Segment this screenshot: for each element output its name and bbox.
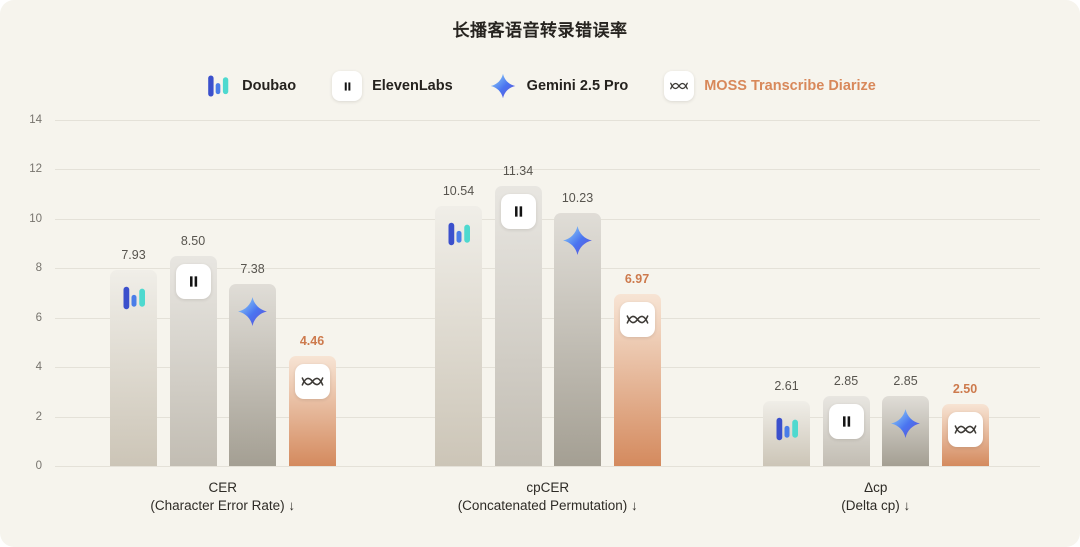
category-name: cpCER <box>526 480 570 495</box>
bar-value-elevenlabs-cpCER: 11.34 <box>502 163 534 178</box>
gridline-y-14 <box>55 120 1040 121</box>
y-tick-label-10: 10 <box>29 212 42 225</box>
gridline-y-10 <box>55 218 1040 220</box>
bar-gemini-cpCER <box>554 213 601 466</box>
category-label-cpCER: cpCER (Concatenated Permutation) ↓ <box>408 479 688 514</box>
legend-label-elevenlabs: ElevenLabs <box>372 78 453 94</box>
category-subtitle: (Character Error Rate) ↓ <box>150 497 296 513</box>
bar-value-moss-cpCER: 6.97 <box>624 271 650 286</box>
elevenlabs-pause-icon <box>495 193 542 229</box>
legend-item-gemini: Gemini 2.5 Pro <box>489 72 629 100</box>
elevenlabs-pause-icon <box>170 263 217 299</box>
bar-value-doubao-Δcp: 2.61 <box>774 379 799 394</box>
legend: Doubao ElevenLabs Gemini 2.5 Pro MOSS Tr… <box>0 68 1080 104</box>
y-tick-label-6: 6 <box>35 311 42 324</box>
bar-value-elevenlabs-CER: 8.50 <box>180 233 206 248</box>
gridline-y-2 <box>55 416 1040 418</box>
category-subtitle: (Delta cp) ↓ <box>841 497 911 513</box>
gridline-y-6 <box>55 317 1040 319</box>
category-name: Δcp <box>864 480 888 495</box>
bar-value-moss-Δcp: 2.50 <box>952 382 978 397</box>
doubao-bars-icon <box>763 414 810 444</box>
gemini-star-icon <box>882 407 929 440</box>
gridline-y-8 <box>55 268 1040 270</box>
gridline-y-12 <box>55 169 1040 171</box>
gridline-y-4 <box>55 367 1040 369</box>
category-label-Δcp: Δcp (Delta cp) ↓ <box>736 479 1016 514</box>
y-tick-label-8: 8 <box>35 262 42 275</box>
category-subtitle: (Concatenated Permutation) ↓ <box>457 497 638 513</box>
y-tick-label-2: 2 <box>35 410 42 423</box>
doubao-bars-icon <box>435 219 482 249</box>
y-tick-label-4: 4 <box>35 361 42 374</box>
elevenlabs-pause-icon <box>332 71 363 101</box>
legend-item-elevenlabs: ElevenLabs <box>332 71 453 101</box>
category-name: CER <box>208 480 237 495</box>
bar-value-doubao-cpCER: 10.54 <box>442 183 475 198</box>
moss-waveform-icon <box>942 412 989 448</box>
bar-value-gemini-CER: 7.38 <box>240 261 265 276</box>
doubao-bars-icon <box>110 283 157 313</box>
moss-waveform-icon <box>614 301 661 337</box>
y-tick-label-12: 12 <box>29 163 42 176</box>
gemini-star-icon <box>489 72 517 100</box>
bar-value-moss-CER: 4.46 <box>299 333 325 348</box>
bar-elevenlabs-cpCER <box>494 185 542 466</box>
doubao-bars-icon <box>204 72 232 100</box>
gridline-y-0 <box>55 466 1040 467</box>
elevenlabs-pause-icon <box>823 403 870 439</box>
gemini-star-icon <box>229 295 276 328</box>
legend-item-doubao: Doubao <box>204 72 296 100</box>
bar-doubao-cpCER <box>435 205 482 466</box>
moss-waveform-icon <box>289 363 336 399</box>
chart-title: 长播客语音转录错误率 <box>452 21 628 40</box>
bar-value-elevenlabs-Δcp: 2.85 <box>833 373 859 388</box>
category-label-CER: CER (Character Error Rate) ↓ <box>83 479 363 514</box>
bar-value-doubao-CER: 7.93 <box>121 248 146 263</box>
y-tick-label-0: 0 <box>35 460 42 472</box>
legend-label-doubao: Doubao <box>242 78 297 94</box>
legend-label-moss: MOSS Transcribe Diarize <box>704 78 876 94</box>
y-tick-label-14: 14 <box>29 114 42 126</box>
moss-waveform-icon <box>664 71 695 101</box>
legend-item-moss: MOSS Transcribe Diarize <box>664 71 876 101</box>
gemini-star-icon <box>554 224 601 257</box>
legend-label-gemini: Gemini 2.5 Pro <box>526 78 629 94</box>
bar-value-gemini-cpCER: 10.23 <box>561 191 594 206</box>
bar-value-gemini-Δcp: 2.85 <box>893 373 918 388</box>
